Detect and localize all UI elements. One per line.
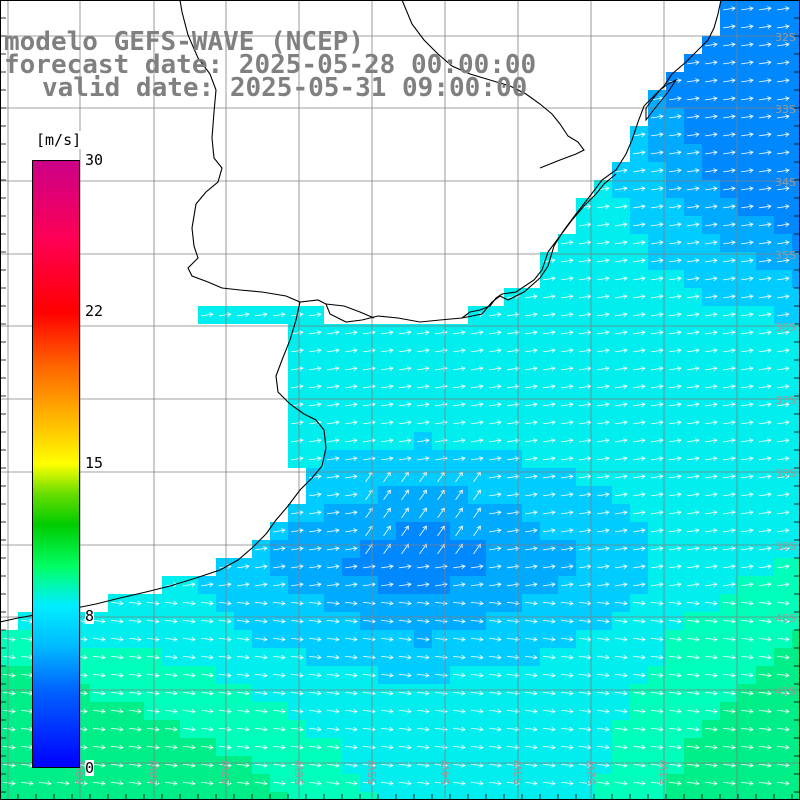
latitude-label: 38S <box>775 467 796 480</box>
colorbar <box>32 160 80 768</box>
colorbar-tick-30: 30 <box>85 151 104 169</box>
title-valid-date: valid date: 2025-05-31 09:00:00 <box>42 73 528 103</box>
title-model: modelo GEFS-WAVE (NCEP) <box>4 27 365 57</box>
latitude-label: 36S <box>775 321 796 334</box>
longitude-label: 52W <box>585 760 598 785</box>
latitude-label: 34S <box>775 176 796 189</box>
colorbar-unit: [m/s] <box>34 131 84 149</box>
title-forecast-date: forecast date: 2025-05-28 00:00:00 <box>4 50 537 80</box>
latitude-label: 33S <box>775 103 796 116</box>
latitude-label: 41S <box>775 685 796 698</box>
longitude-labels: 59W 58W 57W 56W 55W 54W 53W 52W 51W <box>74 760 671 785</box>
colorbar-tick-0: 0 <box>85 759 95 777</box>
longitude-label: 57W <box>220 760 233 785</box>
latitude-label: 37S <box>775 394 796 407</box>
latitude-label: 35S <box>775 249 796 262</box>
colorbar-tick-15: 15 <box>85 454 104 472</box>
longitude-label: 58W <box>148 760 161 785</box>
longitude-label: 55W <box>366 760 379 785</box>
latitude-label: 40S <box>775 612 796 625</box>
lagoon-shore <box>645 78 678 122</box>
latitude-labels: 32S 33S 34S 35S 36S 37S 38S 39S 40S 41S <box>775 31 796 698</box>
latitude-label: 32S <box>775 31 796 44</box>
longitude-label: 54W <box>439 760 452 785</box>
estuary-shore <box>0 301 327 623</box>
longitude-label: 56W <box>293 760 306 785</box>
colorbar-tick-22: 22 <box>85 302 104 320</box>
uruguay-coast <box>325 0 617 319</box>
longitude-label: 51W <box>658 760 671 785</box>
longitude-label: 53W <box>512 760 525 785</box>
latitude-label: 39S <box>775 540 796 553</box>
colorbar-tick-8: 8 <box>85 607 95 625</box>
coastline <box>179 0 722 323</box>
